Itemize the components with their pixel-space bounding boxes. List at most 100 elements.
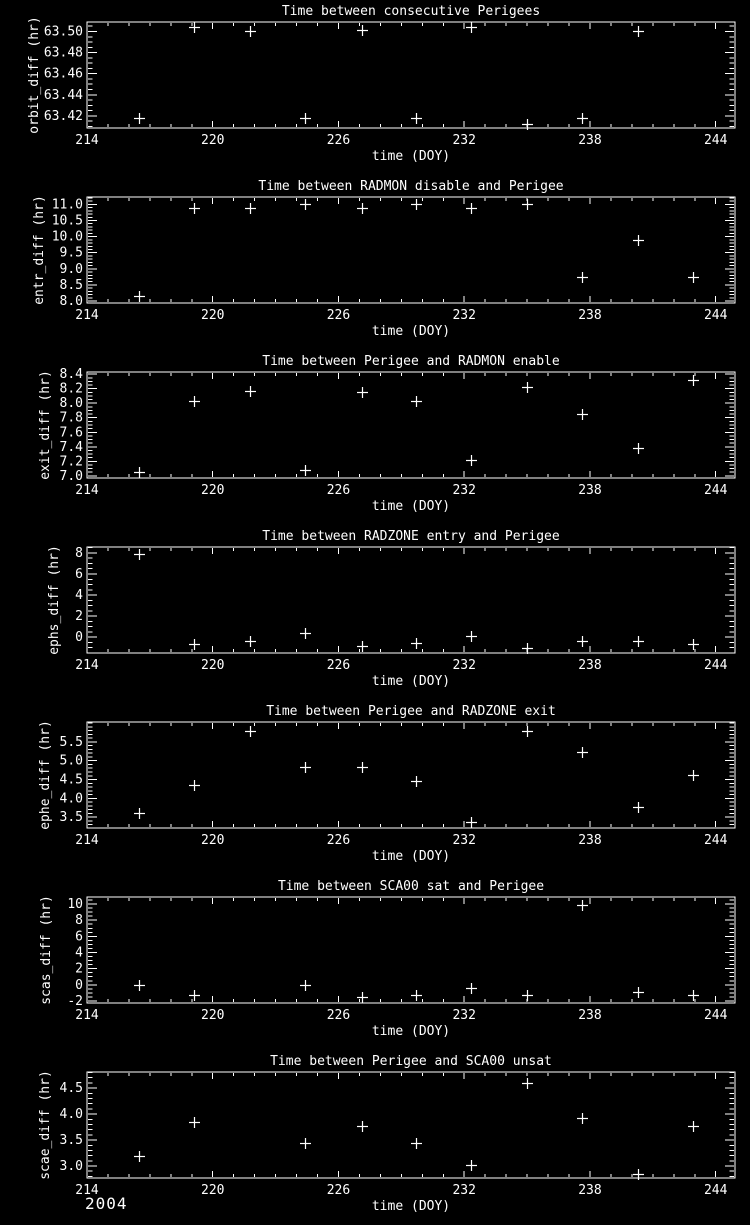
y-tick-label: -2 [67,994,83,1009]
plot-block-orbit_diff: 214 220 226 232 238 244 63.42 63.44 63.46 63.48 63… [0,0,750,175]
y-tick-label: 8.4 [60,367,84,382]
plot-frame [86,371,736,479]
data-point [134,113,145,124]
x-tick-label: 214 [75,1183,99,1198]
x-tick-label: 232 [452,133,475,148]
data-point [633,443,644,454]
y-tick-label: 63.46 [44,67,83,82]
x-tick-label: 238 [578,133,601,148]
data-point [522,990,533,1001]
y-tick-label: 11.0 [52,197,83,212]
y-tick-label: 7.0 [60,469,83,484]
data-point [134,549,145,560]
plot-ylabel: entr_diff (hr) [32,195,47,305]
plot-block-exit_diff: 214 220 226 232 238 244 7.0 7.2 7.4 7.6 7.8 8.0 8.2 8… [0,350,750,525]
data-point [577,409,588,420]
x-tick-label: 232 [452,483,475,498]
x-tick-label: 226 [327,133,350,148]
data-point [522,1078,533,1089]
y-tick-label: 3.5 [60,1133,83,1148]
data-point [577,747,588,758]
plot-canvas-scae_diff: 214 220 226 232 238 244 3.0 3.5 4.0 4.5 Time betwe… [38,1054,736,1214]
x-tick-label: 220 [201,658,224,673]
y-tick-label: 7.2 [60,454,83,469]
data-points [134,375,699,478]
plot-title: Time between RADZONE entry and Perigee [262,529,560,544]
y-tick-label: 7.4 [60,440,84,455]
y-tick-label: 63.48 [44,46,83,61]
data-point [300,199,311,210]
data-point [577,1113,588,1124]
data-point [466,631,477,642]
data-point [189,203,200,214]
data-point [633,636,644,647]
plot-title: Time between Perigee and RADZONE exit [266,704,556,719]
y-tick-label: 9.0 [60,262,83,277]
plot-title: Time between RADMON disable and Perigee [258,179,563,194]
plot-xlabel: time (DOY) [372,324,450,339]
data-points [134,1078,699,1180]
y-tick-label: 2 [75,609,83,624]
data-points [134,199,699,302]
x-tick-label: 220 [201,833,224,848]
data-point [189,639,200,650]
data-point [633,1169,644,1180]
y-tick-label: 4.0 [60,1107,83,1122]
data-point [245,386,256,397]
plot-canvas-ephe_diff: 214 220 226 232 238 244 3.5 4.0 4.5 5.0 5.5 Time be… [38,704,736,864]
x-tick-label: 220 [201,1008,224,1023]
x-tick-label: 214 [75,658,99,673]
plot-canvas-ephs_diff: 214 220 226 232 238 244 0 2 4 6 8 Time between RADZ… [47,529,736,689]
plot-xlabel: time (DOY) [372,674,450,689]
y-tick-label: 9.5 [60,246,83,261]
y-tick-label: 6 [75,567,83,582]
data-point [357,203,368,214]
x-tick-label: 238 [578,308,601,323]
x-tick-label: 226 [327,1183,350,1198]
plot-frame [86,721,736,829]
x-tick-label: 232 [452,1008,475,1023]
data-point [357,1121,368,1132]
y-tick-label: 4.5 [60,773,83,788]
data-point [357,387,368,398]
data-point [189,1117,200,1128]
x-tick-label: 214 [75,483,99,498]
data-point [466,203,477,214]
y-tick-label: 10.5 [52,214,83,229]
x-tick-label: 232 [452,308,475,323]
data-point [357,992,368,1003]
y-tick-label: 5.5 [60,735,83,750]
data-point [577,272,588,283]
plot-canvas-orbit_diff: 214 220 226 232 238 244 63.42 63.44 63.46 63.48 63… [27,4,736,164]
data-point [134,291,145,302]
plot-title: Time between consecutive Perigees [282,4,540,19]
plot-block-ephe_diff: 214 220 226 232 238 244 3.5 4.0 4.5 5.0 5.5 Time be… [0,700,750,875]
x-tick-label: 226 [327,483,350,498]
plot-frame [86,896,736,1004]
x-tick-label: 226 [327,308,350,323]
data-point [522,643,533,654]
data-point [633,235,644,246]
data-point [411,113,422,124]
data-point [688,639,699,650]
data-point [134,980,145,991]
data-point [466,22,477,33]
data-points [134,22,644,130]
plot-frame [86,1071,736,1179]
data-point [411,990,422,1001]
data-point [300,628,311,639]
x-tick-label: 220 [201,308,224,323]
data-point [134,467,145,478]
data-points [134,726,699,828]
x-tick-label: 232 [452,658,475,673]
y-tick-label: 4 [75,588,83,603]
y-tick-label: 8.5 [60,278,83,293]
x-tick-label: 214 [75,1008,99,1023]
x-tick-label: 238 [578,1183,601,1198]
plot-frame [86,196,736,304]
y-tick-label: 0 [75,978,83,993]
x-tick-label: 238 [578,833,601,848]
plot-canvas-entr_diff: 214 220 226 232 238 244 8.08.59.09.510.010.5 11… [32,179,736,339]
data-points [134,549,699,654]
